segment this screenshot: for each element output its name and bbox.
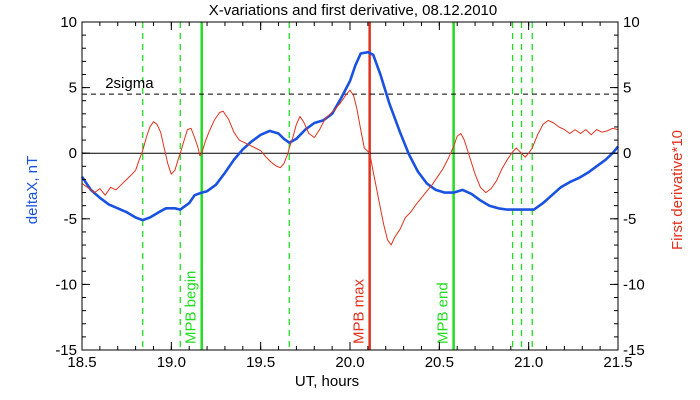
series-line-derivative: [81, 89, 619, 246]
chart-title: X-variations and first derivative, 08.12…: [209, 2, 498, 19]
x-axis-label: UT, hours: [295, 373, 359, 390]
y-tick-label-left: 0: [69, 145, 77, 162]
y-tick-label-left: 5: [69, 80, 77, 97]
y-tick-label-right: -15: [623, 342, 645, 359]
y-tick-label-left: -15: [55, 342, 77, 359]
y-tick-label-left: -10: [55, 276, 77, 293]
y-tick-label-right: -10: [623, 276, 645, 293]
y-tick-label-left: 10: [60, 14, 77, 31]
event-marker-label: MPB begin: [183, 271, 200, 344]
y-tick-label-right: 0: [623, 145, 631, 162]
event-marker-label: MPB max: [351, 278, 368, 344]
y-tick-label-right: 5: [623, 80, 631, 97]
event-marker-label: MPB end: [435, 282, 452, 344]
y-tick-label-right: 10: [623, 14, 640, 31]
y-tick-label-right: -5: [623, 211, 636, 228]
x-tick-label: 20.0: [335, 354, 364, 371]
x-tick-label: 21.5: [603, 354, 632, 371]
series-line-deltaX: [80, 50, 620, 222]
threshold-label: 2sigma: [105, 75, 154, 92]
x-tick-label: 19.0: [157, 354, 186, 371]
x-tick-label: 20.5: [425, 354, 454, 371]
y-axis-label-right: First derivative*10: [669, 130, 686, 250]
x-tick-label: 18.5: [67, 354, 96, 371]
y-axis-label-left: deltaX, nT: [24, 156, 41, 224]
x-tick-label: 19.5: [246, 354, 275, 371]
x-tick-label: 21.0: [514, 354, 543, 371]
y-tick-label-left: -5: [64, 211, 77, 228]
